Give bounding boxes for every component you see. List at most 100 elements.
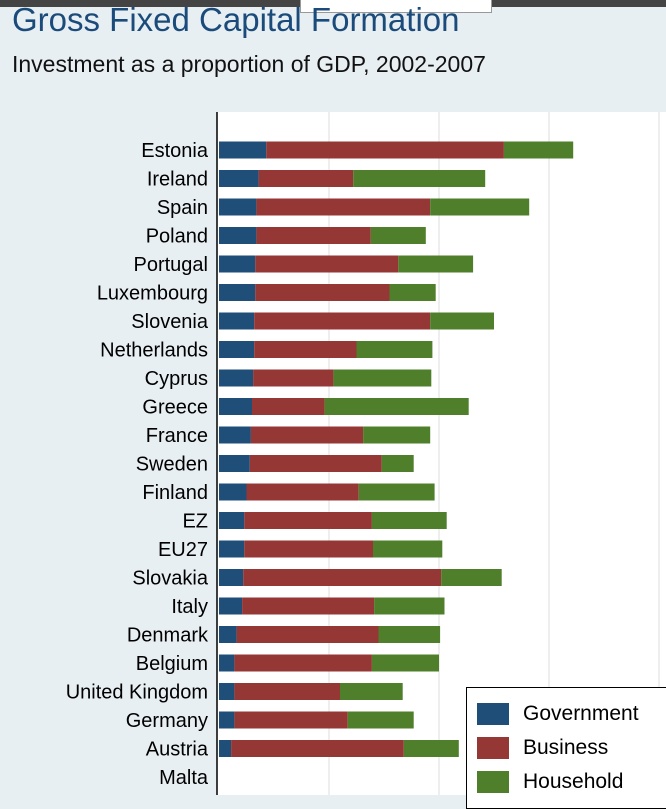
category-label: Greece xyxy=(142,397,208,419)
category-label: Luxembourg xyxy=(97,283,208,305)
legend-swatch-business xyxy=(477,737,509,759)
bar-segment-household xyxy=(430,198,530,216)
bar-segment-government xyxy=(219,369,254,387)
bar-segment-household xyxy=(503,141,574,159)
bar-segment-household xyxy=(371,512,447,529)
bar-segment-household xyxy=(441,569,502,586)
category-label: Austria xyxy=(146,739,209,761)
category-label: Finland xyxy=(142,482,208,504)
category-label: Portugal xyxy=(134,254,209,276)
legend: Government Business Household xyxy=(466,687,666,809)
bar-segment-household xyxy=(374,597,445,615)
category-label: Netherlands xyxy=(100,340,208,362)
category-label: Ireland xyxy=(147,169,208,191)
category-label: France xyxy=(146,425,208,447)
bar-segment-business xyxy=(236,626,379,643)
bar-segment-household xyxy=(324,398,469,415)
legend-label-business: Business xyxy=(523,736,609,759)
bar-segment-government xyxy=(219,255,256,273)
category-label: Sweden xyxy=(136,454,208,476)
bar-segment-government xyxy=(219,483,247,501)
legend-label-government: Government xyxy=(523,702,639,725)
bar-segment-business xyxy=(254,312,431,330)
legend-swatch-household xyxy=(477,771,509,793)
legend-label-household: Household xyxy=(523,770,624,793)
bar-segment-government xyxy=(219,141,267,159)
bar-segment-business xyxy=(252,398,325,415)
bar-segment-household xyxy=(358,483,435,501)
bar-segment-business xyxy=(266,141,504,159)
bar-segment-household xyxy=(371,654,439,672)
bar-segment-government xyxy=(219,711,235,729)
bar-segment-business xyxy=(244,540,373,558)
bar-segment-household xyxy=(398,255,474,273)
category-label: EU27 xyxy=(158,539,208,561)
bar-segment-business xyxy=(234,711,348,729)
bar-segment-household xyxy=(381,455,414,472)
bar-segment-government xyxy=(219,626,237,643)
legend-swatch-government xyxy=(477,703,509,725)
category-label: EZ xyxy=(182,511,208,533)
bar-segment-household xyxy=(378,626,441,643)
category-label: Estonia xyxy=(141,140,209,162)
category-labels: Estonia Ireland Spain Poland Portugal Luxembo… xyxy=(66,140,209,789)
bar-segment-business xyxy=(254,341,357,358)
bar-segment-household xyxy=(347,711,414,729)
bar-segment-household xyxy=(363,426,431,444)
bar-segment-government xyxy=(219,284,256,301)
chart-subtitle: Investment as a proportion of GDP, 2002-… xyxy=(12,51,486,77)
bar-segment-government xyxy=(219,227,257,244)
bar-segment-business xyxy=(234,654,372,672)
bar-segment-household xyxy=(333,369,432,387)
bar-segment-government xyxy=(219,569,244,586)
bar-segment-business xyxy=(256,198,431,216)
bar-segment-government xyxy=(219,398,252,415)
bar-segment-business xyxy=(246,483,359,501)
category-label: Slovakia xyxy=(132,568,208,590)
bar-segment-business xyxy=(256,227,371,244)
bar-segment-government xyxy=(219,312,255,330)
category-label: Slovenia xyxy=(131,311,209,333)
category-label: Spain xyxy=(157,197,208,219)
bar-segment-business xyxy=(234,683,340,700)
bar-segment-business xyxy=(250,426,364,444)
bar-segment-business xyxy=(255,255,399,273)
category-label: Italy xyxy=(171,596,208,618)
bar-segment-household xyxy=(340,683,403,700)
bar-segment-government xyxy=(219,198,257,216)
category-label: Cyprus xyxy=(145,368,208,390)
plot-area xyxy=(217,112,666,795)
window-tab xyxy=(300,0,492,13)
category-label: Germany xyxy=(126,710,208,732)
bar-segment-household xyxy=(403,740,459,757)
bar-segment-business xyxy=(231,740,404,757)
bar-segment-household xyxy=(370,227,426,244)
bar-segment-government xyxy=(219,654,235,672)
bar-segment-business xyxy=(253,369,334,387)
bar-segment-business xyxy=(243,569,442,586)
bar-segment-household xyxy=(353,170,486,187)
gridlines xyxy=(328,112,660,795)
bar-segment-government xyxy=(219,683,235,700)
bar-segment-household xyxy=(356,341,433,358)
bar-segment-household xyxy=(430,312,494,330)
bar-segment-government xyxy=(219,170,259,187)
bar-segment-government xyxy=(219,512,245,529)
bar-segment-business xyxy=(258,170,354,187)
bar-segment-government xyxy=(219,341,255,358)
chart-title: Gross Fixed Capital Formation xyxy=(12,1,460,38)
category-label: Poland xyxy=(146,226,208,248)
bar-segment-government xyxy=(219,740,232,757)
bar-segment-government xyxy=(219,540,245,558)
bar-segment-business xyxy=(242,597,375,615)
category-label: Belgium xyxy=(136,653,208,675)
bar-segment-business xyxy=(249,455,382,472)
bar-segment-business xyxy=(244,512,372,529)
bar-segment-business xyxy=(255,284,390,301)
bar-segment-household xyxy=(373,540,443,558)
bar-segment-household xyxy=(389,284,436,301)
category-label: Malta xyxy=(159,767,209,789)
bars-group xyxy=(219,141,574,757)
bar-segment-government xyxy=(219,426,251,444)
